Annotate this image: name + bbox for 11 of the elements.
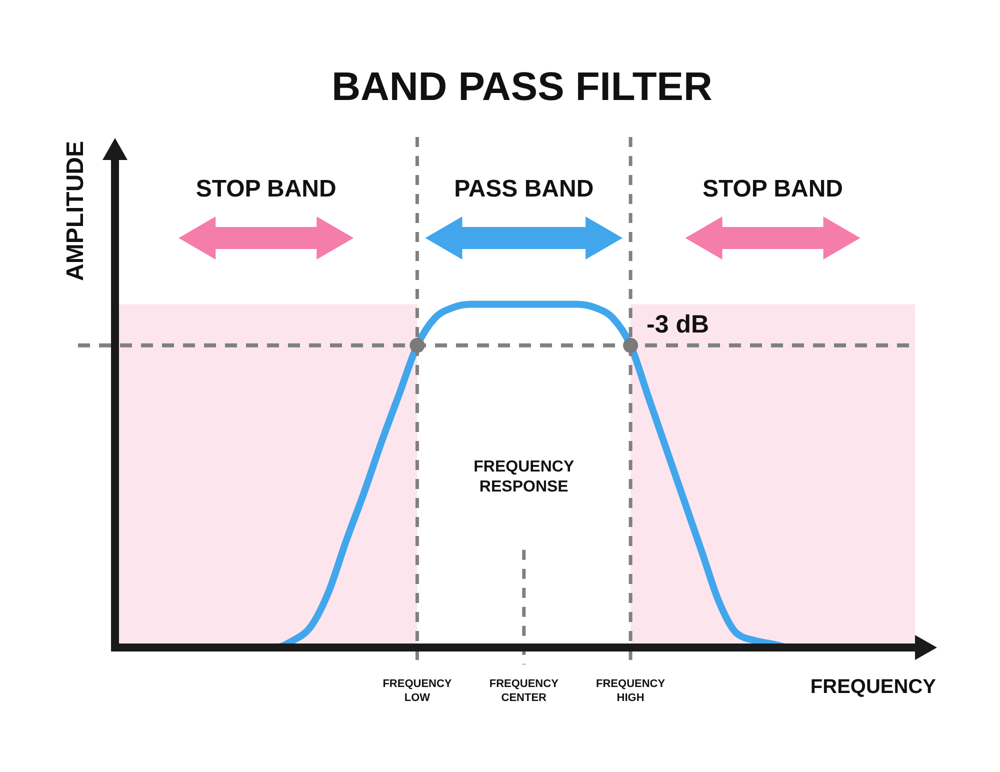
x-tick-label: FREQUENCY LOW bbox=[382, 678, 452, 704]
chart-title: BAND PASS FILTER bbox=[332, 65, 712, 109]
text: STOP BAND bbox=[196, 176, 336, 202]
x-tick-label: FREQUENCY HIGH bbox=[596, 678, 666, 704]
text: STOP BAND bbox=[702, 176, 844, 202]
annotation: FREQUENCY RESPONSE bbox=[474, 458, 574, 496]
text: PASS BAND bbox=[454, 176, 594, 202]
y-axis-title: AMPLITUDE bbox=[62, 141, 89, 281]
x-axis-title: FREQUENCY bbox=[810, 676, 936, 698]
ref-line-label: -3 dB bbox=[646, 310, 710, 338]
x-tick-label: FREQUENCY CENTER bbox=[489, 678, 560, 704]
